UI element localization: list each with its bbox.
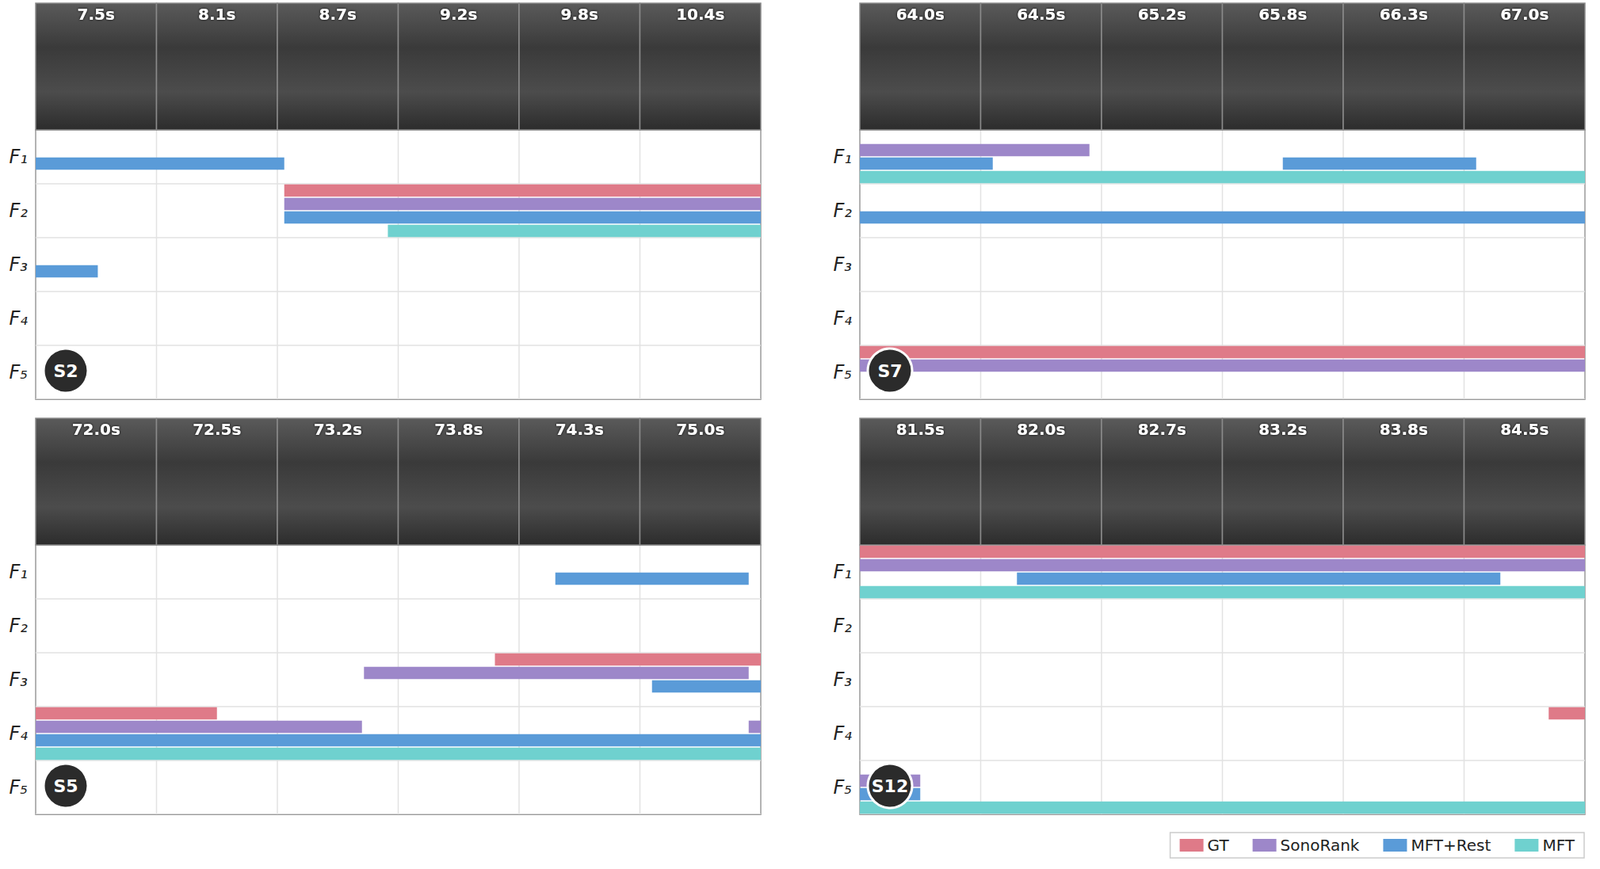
svg-text:65.2s: 65.2s bbox=[1137, 4, 1187, 24]
svg-text:66.3s: 66.3s bbox=[1379, 4, 1429, 24]
svg-text:75.0s: 75.0s bbox=[675, 420, 725, 440]
svg-text:8.1s: 8.1s bbox=[198, 4, 236, 24]
svg-text:82.7s: 82.7s bbox=[1137, 420, 1187, 440]
svg-text:73.2s: 73.2s bbox=[313, 420, 363, 440]
svg-text:F₄: F₄ bbox=[833, 307, 853, 330]
svg-text:F₃: F₃ bbox=[9, 668, 28, 692]
svg-text:F₅: F₅ bbox=[9, 776, 28, 799]
svg-text:72.0s: 72.0s bbox=[72, 420, 121, 440]
svg-text:S12: S12 bbox=[871, 776, 909, 797]
svg-text:F₂: F₂ bbox=[833, 199, 853, 222]
svg-text:83.2s: 83.2s bbox=[1258, 420, 1307, 440]
svg-text:10.4s: 10.4s bbox=[675, 4, 725, 24]
svg-text:S2: S2 bbox=[53, 361, 78, 382]
svg-text:F₅: F₅ bbox=[833, 776, 852, 799]
svg-text:F₂: F₂ bbox=[9, 199, 29, 222]
svg-text:F₂: F₂ bbox=[9, 614, 29, 638]
svg-text:64.5s: 64.5s bbox=[1016, 4, 1066, 24]
svg-text:81.5s: 81.5s bbox=[896, 420, 945, 440]
svg-text:65.8s: 65.8s bbox=[1258, 4, 1307, 24]
svg-text:F₅: F₅ bbox=[833, 361, 852, 384]
svg-text:S7: S7 bbox=[877, 361, 902, 382]
svg-text:9.2s: 9.2s bbox=[439, 4, 478, 24]
svg-text:83.8s: 83.8s bbox=[1379, 420, 1429, 440]
svg-text:F₁: F₁ bbox=[9, 561, 28, 584]
svg-text:F₄: F₄ bbox=[9, 307, 29, 330]
svg-text:82.0s: 82.0s bbox=[1016, 420, 1066, 440]
svg-text:F₁: F₁ bbox=[833, 145, 852, 169]
svg-text:S5: S5 bbox=[53, 776, 78, 797]
svg-text:F₁: F₁ bbox=[833, 561, 852, 584]
svg-text:F₃: F₃ bbox=[833, 668, 852, 692]
svg-text:73.8s: 73.8s bbox=[434, 420, 483, 440]
svg-text:9.8s: 9.8s bbox=[561, 4, 599, 24]
svg-text:GT: GT bbox=[1207, 836, 1230, 856]
svg-text:7.5s: 7.5s bbox=[77, 4, 115, 24]
svg-text:74.3s: 74.3s bbox=[555, 420, 604, 440]
svg-text:F₄: F₄ bbox=[833, 722, 853, 745]
svg-text:F₃: F₃ bbox=[833, 253, 852, 276]
svg-text:MFT: MFT bbox=[1542, 836, 1575, 856]
svg-text:F₁: F₁ bbox=[9, 145, 28, 169]
svg-text:SonoRank: SonoRank bbox=[1280, 836, 1360, 856]
svg-text:64.0s: 64.0s bbox=[896, 4, 945, 24]
svg-text:72.5s: 72.5s bbox=[192, 420, 241, 440]
svg-text:67.0s: 67.0s bbox=[1500, 4, 1549, 24]
svg-text:84.5s: 84.5s bbox=[1500, 420, 1549, 440]
svg-text:F₂: F₂ bbox=[833, 614, 853, 638]
svg-text:F₅: F₅ bbox=[9, 361, 28, 384]
svg-text:MFT+Rest: MFT+Rest bbox=[1410, 836, 1491, 856]
svg-text:F₄: F₄ bbox=[9, 722, 29, 745]
svg-text:F₃: F₃ bbox=[9, 253, 28, 276]
svg-text:8.7s: 8.7s bbox=[319, 4, 357, 24]
